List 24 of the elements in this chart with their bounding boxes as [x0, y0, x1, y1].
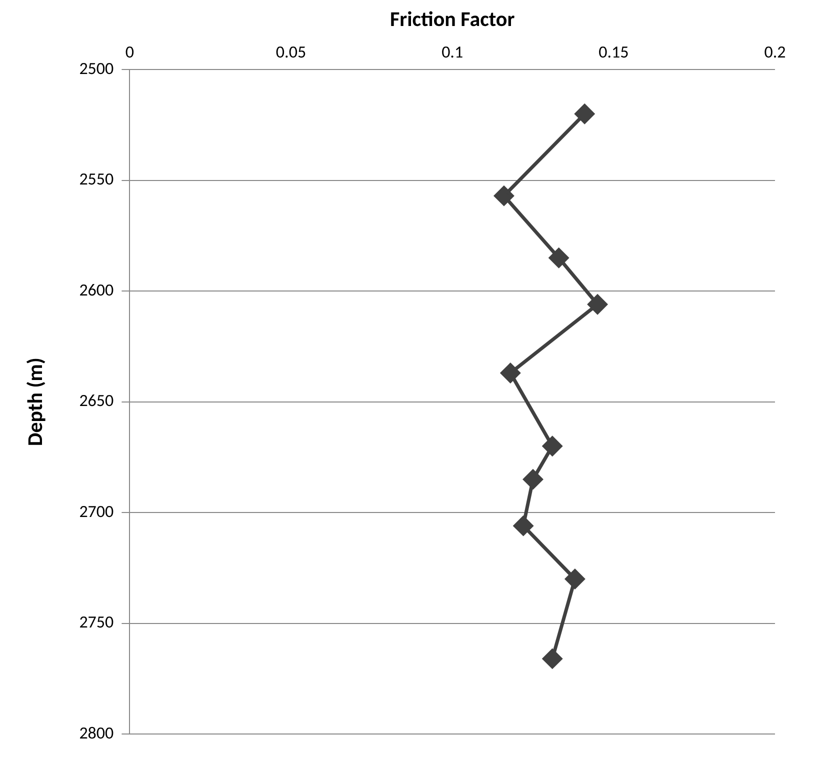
y-tick-label: 2650: [79, 390, 114, 412]
point: [514, 516, 534, 536]
y-tick-label: 2750: [79, 612, 114, 633]
x-tick-label: 0.05: [276, 42, 306, 63]
point: [588, 294, 608, 314]
point: [542, 648, 562, 668]
point: [542, 436, 562, 456]
point: [574, 104, 594, 124]
x-tick-label: 0.2: [764, 42, 786, 63]
y-tick-label: 2700: [79, 500, 114, 522]
x-tick-label: 0.15: [598, 42, 629, 63]
y-tick-label: 2550: [79, 168, 114, 190]
point: [494, 186, 514, 206]
y-tick-label: 2800: [79, 722, 114, 744]
x-axis-title: Friction Factor: [390, 6, 516, 32]
y-axis-title: Depth (m): [22, 358, 48, 446]
point: [523, 470, 543, 490]
point: [565, 569, 585, 589]
point: [500, 363, 520, 383]
y-tick-label: 2600: [79, 279, 114, 300]
point: [549, 248, 569, 268]
x-tick-label: 0: [125, 42, 134, 63]
y-tick-label: 2500: [79, 58, 114, 79]
x-tick-label: 0.1: [442, 42, 464, 63]
